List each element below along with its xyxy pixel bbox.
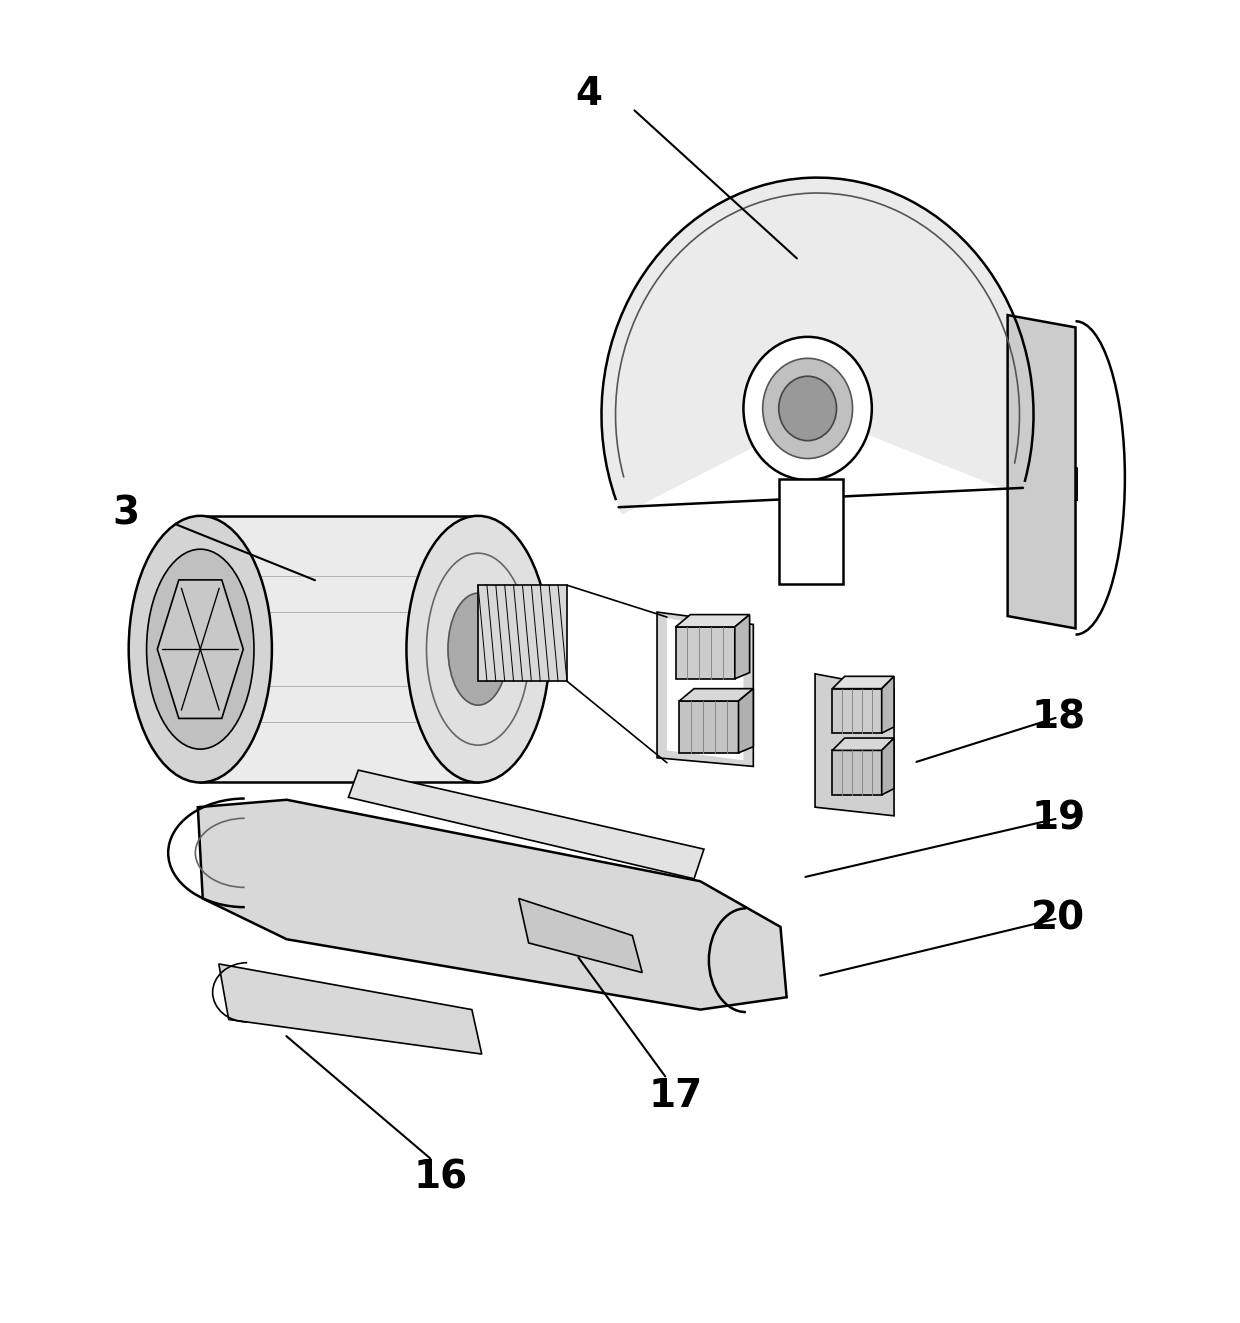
- Polygon shape: [218, 964, 482, 1054]
- Polygon shape: [832, 676, 894, 689]
- Polygon shape: [157, 579, 243, 718]
- Polygon shape: [676, 627, 735, 679]
- Text: 4: 4: [575, 74, 603, 112]
- Polygon shape: [601, 177, 1033, 515]
- Polygon shape: [832, 750, 882, 795]
- Text: 3: 3: [113, 495, 140, 532]
- Polygon shape: [348, 770, 704, 878]
- Polygon shape: [680, 689, 754, 701]
- Polygon shape: [882, 738, 894, 795]
- Text: 19: 19: [1032, 799, 1085, 837]
- Polygon shape: [1008, 315, 1075, 628]
- Polygon shape: [479, 585, 567, 681]
- Polygon shape: [779, 479, 843, 585]
- Polygon shape: [198, 800, 786, 1009]
- Polygon shape: [518, 898, 642, 972]
- Ellipse shape: [448, 593, 508, 705]
- Polygon shape: [680, 701, 739, 753]
- Polygon shape: [657, 613, 754, 766]
- Polygon shape: [735, 615, 750, 679]
- Polygon shape: [832, 689, 882, 733]
- Ellipse shape: [763, 359, 853, 459]
- Polygon shape: [676, 615, 750, 627]
- Polygon shape: [815, 673, 894, 816]
- Ellipse shape: [744, 337, 872, 480]
- Text: 18: 18: [1032, 699, 1085, 736]
- Ellipse shape: [146, 549, 254, 749]
- Text: 20: 20: [1032, 900, 1085, 937]
- Ellipse shape: [779, 376, 837, 441]
- Text: 16: 16: [414, 1159, 467, 1196]
- Polygon shape: [1023, 455, 1078, 500]
- Ellipse shape: [129, 516, 272, 782]
- Text: 17: 17: [649, 1077, 703, 1115]
- Ellipse shape: [407, 516, 549, 782]
- Polygon shape: [832, 738, 894, 750]
- Polygon shape: [667, 618, 744, 761]
- Polygon shape: [201, 516, 479, 782]
- Polygon shape: [882, 676, 894, 733]
- Polygon shape: [739, 689, 754, 753]
